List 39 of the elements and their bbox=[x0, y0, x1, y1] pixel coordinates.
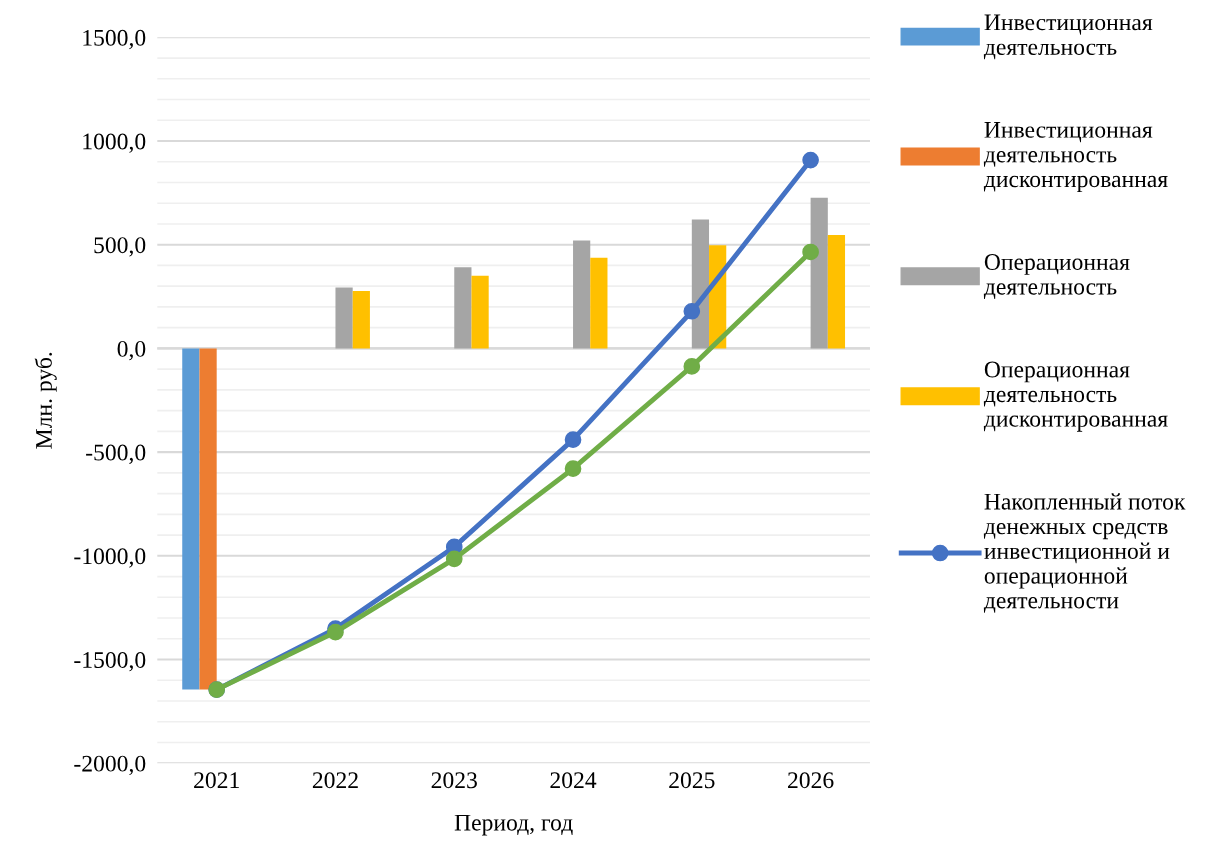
legend-label: Инвестиционная деятельность bbox=[983, 14, 1153, 60]
y-tick-label: 0,0 bbox=[117, 340, 146, 361]
legend-label: Инвестиционная деятельность дисконтированная bbox=[983, 122, 1168, 192]
y-tick-label: 1000,0 bbox=[83, 133, 146, 153]
legend-label: Операционная деятельность bbox=[983, 254, 1130, 299]
bar bbox=[810, 197, 828, 349]
bar bbox=[199, 348, 217, 690]
x-tick-label: 2026 bbox=[788, 772, 834, 789]
x-tick-label: 2024 bbox=[550, 772, 597, 789]
y-tick-label: 500,0 bbox=[94, 237, 146, 257]
point bbox=[445, 550, 463, 568]
y-tick-label: -1500,0 bbox=[74, 651, 146, 672]
y-tick-label: -1000,0 bbox=[74, 548, 146, 568]
point bbox=[683, 302, 701, 320]
y-tick-label: -2000,0 bbox=[74, 755, 146, 776]
bar bbox=[352, 290, 370, 349]
bar bbox=[454, 267, 472, 349]
bar bbox=[573, 240, 591, 349]
legend-label: Операционная деятельность дисконтированная bbox=[983, 361, 1168, 432]
bar bbox=[335, 287, 353, 349]
point bbox=[802, 243, 819, 261]
y-tick-label: 1500,0 bbox=[83, 29, 146, 50]
point bbox=[564, 431, 582, 448]
y-tick-label: -500,0 bbox=[86, 444, 146, 464]
x-tick-label: 2022 bbox=[312, 772, 358, 789]
y-axis-title: Млн. руб. bbox=[34, 352, 57, 449]
legend-label: Накопленный поток денежных средств инвестиционной и операционной деятельности bbox=[983, 493, 1186, 613]
bar bbox=[182, 348, 200, 690]
point bbox=[683, 358, 701, 375]
x-tick-label: 2023 bbox=[431, 772, 477, 789]
point bbox=[802, 151, 819, 169]
bar bbox=[827, 234, 846, 349]
x-tick-label: 2025 bbox=[669, 772, 715, 789]
point bbox=[564, 460, 582, 478]
point bbox=[327, 623, 344, 641]
bar bbox=[471, 275, 489, 349]
x-axis-title: Период, год bbox=[454, 814, 573, 836]
bar bbox=[590, 257, 608, 349]
x-tick-label: 2021 bbox=[194, 772, 239, 789]
